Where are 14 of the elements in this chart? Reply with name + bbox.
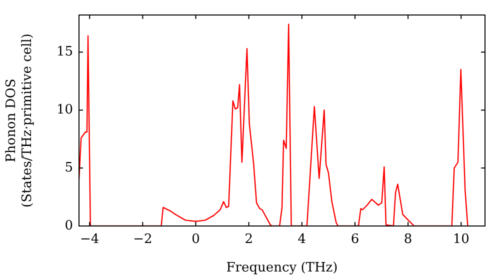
- y-tick-label: 0: [64, 218, 73, 234]
- x-tick-label: 6: [350, 232, 360, 248]
- x-tick-label: −4: [80, 232, 100, 248]
- x-tick-label: 4: [298, 232, 306, 248]
- x-axis-title: Frequency (THz): [226, 260, 338, 276]
- y-tick-label: 15: [56, 44, 73, 60]
- x-tick-label: −2: [133, 232, 152, 248]
- x-tick-label: 8: [404, 232, 412, 248]
- y-axis-title: Phonon DOS (States/THz·primitive cell): [4, 33, 35, 208]
- x-tick-label: 2: [244, 232, 253, 248]
- y-tick-label: 10: [56, 102, 73, 118]
- y-tick-label: 5: [64, 160, 73, 176]
- x-tick-label: 10: [452, 232, 470, 248]
- x-tick-label: 0: [192, 232, 200, 248]
